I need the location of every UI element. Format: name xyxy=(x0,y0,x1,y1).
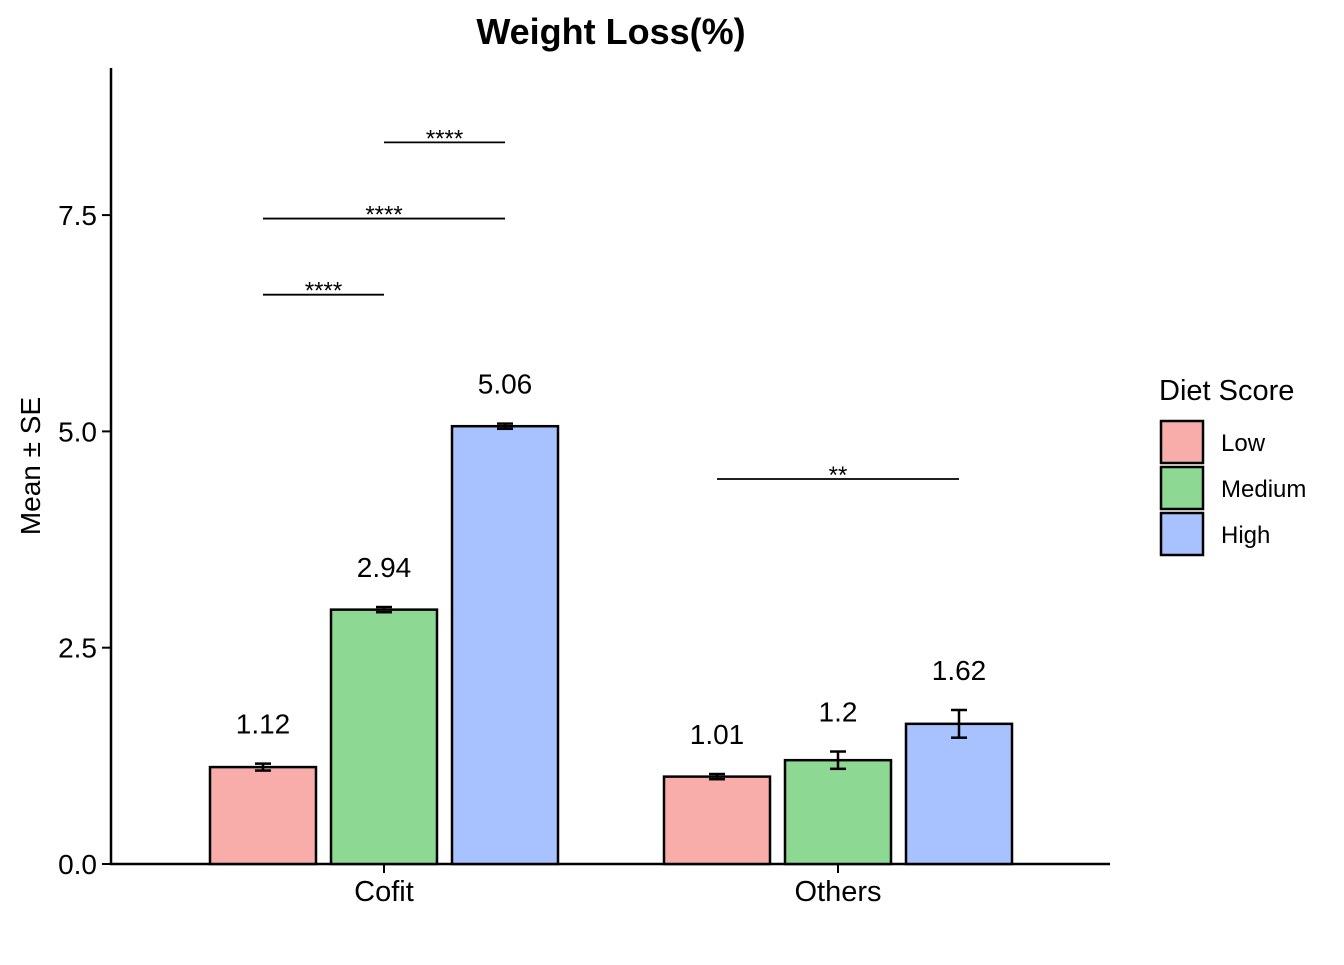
legend-label: Medium xyxy=(1221,476,1306,503)
legend-key-high xyxy=(1159,511,1205,557)
y-tick-label: 5.0 xyxy=(58,416,97,447)
data-label: 2.94 xyxy=(357,552,412,583)
x-tick-label: Others xyxy=(794,876,881,908)
data-label: 1.62 xyxy=(932,655,987,686)
y-axis-label: Mean ± SE xyxy=(15,397,46,535)
bar xyxy=(904,722,1014,866)
significance-label: **** xyxy=(305,278,342,305)
legend-title: Diet Score xyxy=(1159,375,1294,407)
y-tick-label: 0.0 xyxy=(58,849,97,880)
significance-label: ** xyxy=(829,462,848,489)
chart-title: Weight Loss(%) xyxy=(476,11,745,52)
x-tick-label: Cofit xyxy=(354,876,414,908)
y-tick-label: 7.5 xyxy=(58,200,97,231)
data-label: 1.12 xyxy=(236,709,291,740)
legend-key-medium xyxy=(1159,465,1205,511)
legend-label: High xyxy=(1221,522,1270,549)
data-label: 1.2 xyxy=(819,697,858,728)
legend: Diet Score Low Medium High xyxy=(1159,375,1306,557)
bar xyxy=(450,424,560,866)
plot-area: 0.0 2.5 5.0 7.5 Cofit Others 1.12 1.01 2.94 1.2 5.… xyxy=(58,68,1110,908)
significance-label: **** xyxy=(365,202,402,229)
bar xyxy=(783,758,893,866)
y-tick-label: 2.5 xyxy=(58,633,97,664)
legend-key-low xyxy=(1159,419,1205,465)
significance-label: **** xyxy=(426,125,463,152)
data-label: 5.06 xyxy=(478,369,533,400)
bar xyxy=(208,765,318,866)
legend-label: Low xyxy=(1221,430,1266,457)
bar xyxy=(662,775,772,866)
bar xyxy=(329,608,439,866)
data-label: 1.01 xyxy=(690,719,745,750)
